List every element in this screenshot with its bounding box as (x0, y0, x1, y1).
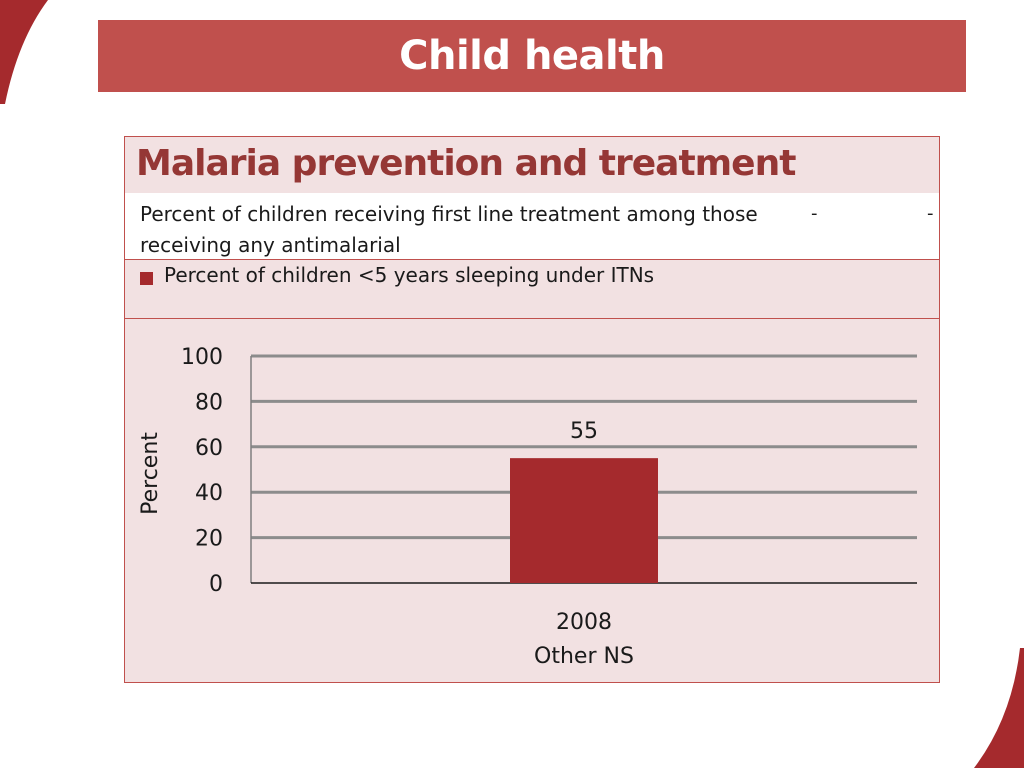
panel-heading: Malaria prevention and treatment (136, 143, 796, 184)
treatment-value-1: - (811, 203, 818, 224)
y-tick-label: 20 (195, 527, 223, 552)
heading-row: Malaria prevention and treatment (125, 137, 939, 194)
treatment-row: Percent of children receiving first line… (125, 193, 939, 260)
malaria-panel: Malaria prevention and treatment Percent… (124, 136, 940, 683)
itn-row: Percent of children <5 years sleeping un… (125, 259, 939, 319)
y-tick-label: 0 (209, 572, 223, 597)
slide-title: Child health (399, 33, 665, 79)
bar (510, 458, 658, 583)
x-tick-label: Other NS (534, 644, 634, 669)
bar-chart: 0 20 40 60 80 100 Percent 55 2008 Other NS (138, 345, 917, 669)
y-tick-label: 40 (195, 481, 223, 506)
y-tick-label: 100 (181, 345, 223, 370)
x-tick-label: 2008 (556, 610, 612, 635)
y-tick-label: 80 (195, 390, 223, 415)
data-label: 55 (570, 419, 598, 444)
legend-label: Percent of children <5 years sleeping un… (164, 263, 655, 287)
title-banner: Child health (98, 20, 966, 92)
y-axis-label: Percent (138, 432, 163, 515)
treatment-value-2: - (927, 203, 934, 224)
legend-swatch (140, 272, 153, 285)
y-tick-label: 60 (195, 436, 223, 461)
treatment-label: Percent of children receiving first line… (140, 202, 758, 257)
corner-decoration-top-left (0, 0, 48, 104)
corner-decoration-bottom-right (974, 648, 1024, 768)
